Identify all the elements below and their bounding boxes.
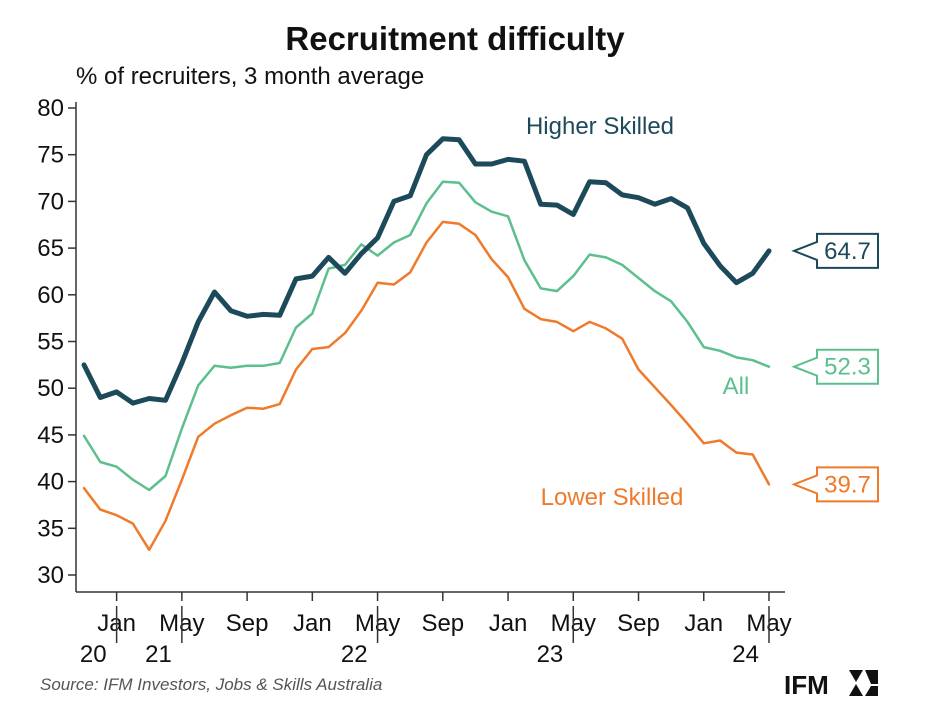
- ifm-logo: IFM: [784, 670, 878, 700]
- y-tick-label: 30: [37, 562, 64, 589]
- higher-skilled-line: [81, 136, 772, 406]
- lower-skilled-callout-value: 39.7: [824, 471, 871, 498]
- all-callout-box: [791, 348, 879, 385]
- y-tick-label: 65: [37, 235, 64, 262]
- x-tick-label: Jan: [489, 610, 528, 637]
- all-label: All: [723, 373, 750, 400]
- y-tick-label: 60: [37, 282, 64, 309]
- source-note: Source: IFM Investors, Jobs & Skills Aus…: [40, 675, 382, 694]
- higher-skilled-callout-box: [791, 232, 879, 269]
- y-tick-label: 70: [37, 188, 64, 215]
- y-tick-label: 50: [37, 375, 64, 402]
- series-lines: [81, 136, 772, 552]
- chart-subtitle: % of recruiters, 3 month average: [76, 63, 424, 90]
- all-line: [82, 180, 771, 492]
- x-year-label: 23: [537, 641, 564, 668]
- ifm-logo-text: IFM: [784, 670, 829, 700]
- y-tick-label: 40: [37, 469, 64, 496]
- x-year-label: 20: [80, 641, 107, 668]
- x-tick-label: Jan: [293, 610, 332, 637]
- x-tick-label: Sep: [226, 610, 269, 637]
- y-axis-ticks: 30 35 40 45 50 55 60 65 70 75 80: [37, 95, 76, 589]
- y-tick-label: 75: [37, 142, 64, 169]
- x-year-label: 22: [341, 641, 368, 668]
- x-tick-label: Sep: [421, 610, 464, 637]
- x-tick-label: Sep: [617, 610, 660, 637]
- lower-skilled-callout-box: [791, 466, 879, 503]
- end-value-callouts: 64.7 52.3 39.7: [791, 232, 879, 503]
- higher-skilled-callout-value: 64.7: [824, 238, 871, 265]
- axes: [75, 102, 785, 593]
- series-labels: Higher Skilled All Lower Skilled: [526, 113, 749, 511]
- chart-title: Recruitment difficulty: [285, 20, 625, 57]
- lower-skilled-label: Lower Skilled: [541, 484, 684, 511]
- y-tick-label: 35: [37, 515, 64, 542]
- x-year-label: 21: [145, 641, 172, 668]
- x-year-label: 24: [732, 641, 759, 668]
- ifm-logo-icon: [849, 670, 878, 696]
- y-tick-label: 55: [37, 329, 64, 356]
- y-tick-label: 80: [37, 95, 64, 122]
- higher-skilled-label: Higher Skilled: [526, 113, 674, 140]
- y-tick-label: 45: [37, 422, 64, 449]
- all-callout-value: 52.3: [824, 354, 871, 381]
- lower-skilled-line: [82, 220, 771, 552]
- x-tick-label: Jan: [684, 610, 723, 637]
